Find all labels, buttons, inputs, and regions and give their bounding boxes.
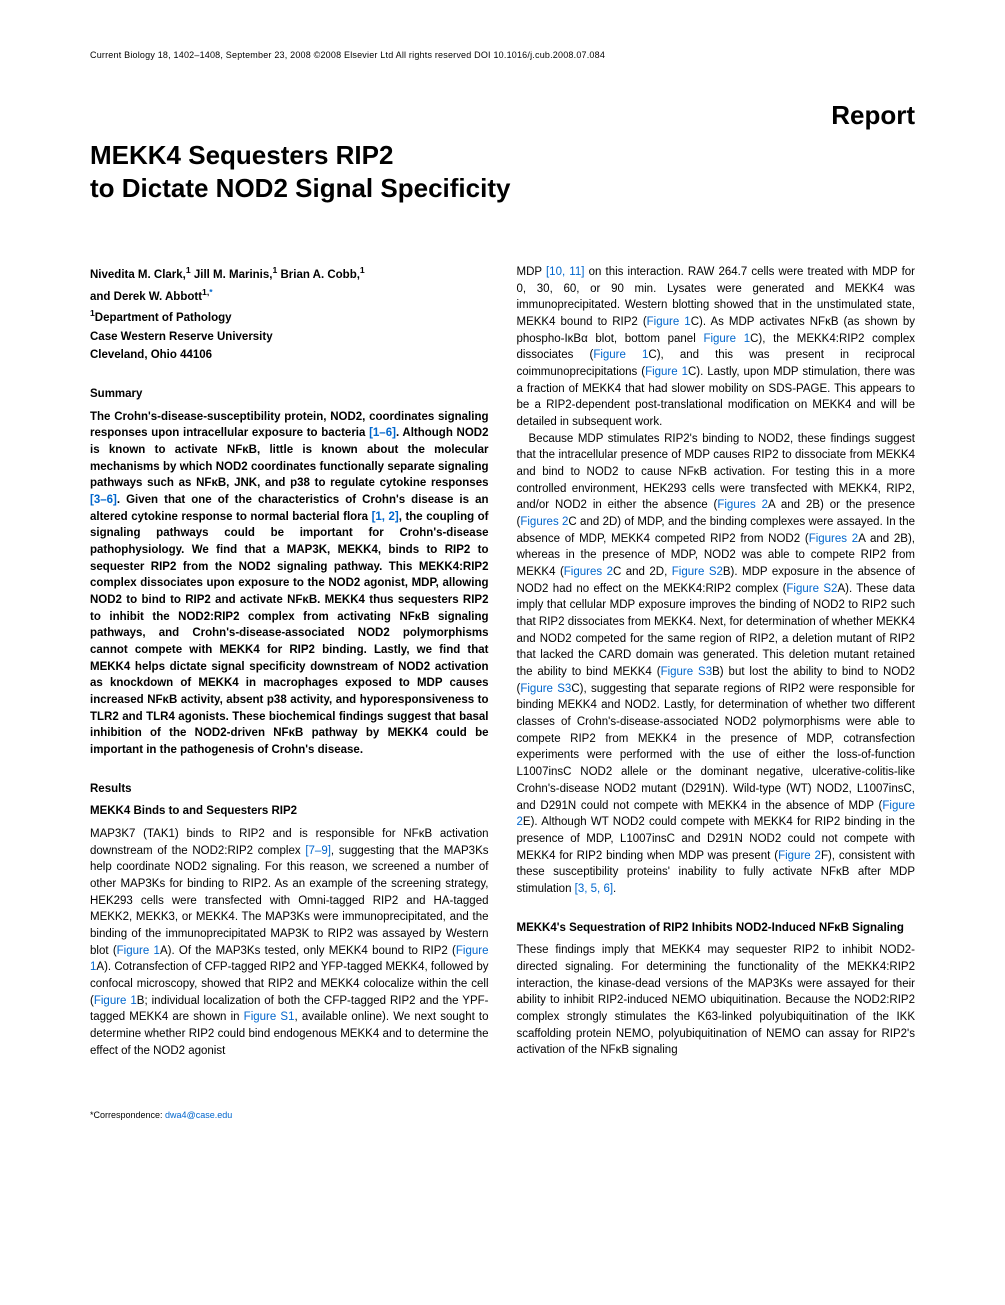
col2-paragraph-2: Because MDP stimulates RIP2's binding to… bbox=[517, 431, 916, 898]
figure-link[interactable]: Figures 2 bbox=[520, 516, 568, 528]
content-columns: Nivedita M. Clark,1 Jill M. Marinis,1 Br… bbox=[90, 264, 915, 1122]
figure-link[interactable]: Figure 1 bbox=[703, 333, 750, 345]
figure-link[interactable]: Figure S3 bbox=[661, 666, 713, 678]
affil-univ: Case Western Reserve University bbox=[90, 329, 489, 346]
body-text: MDP bbox=[517, 266, 546, 278]
corr-star-link[interactable]: * bbox=[209, 287, 212, 297]
figure-link[interactable]: Figure 1 bbox=[647, 316, 691, 328]
figure-link[interactable]: Figures 2 bbox=[717, 499, 768, 511]
corr-label: *Correspondence: bbox=[90, 1110, 165, 1120]
figure-link[interactable]: Figure S2 bbox=[672, 566, 723, 578]
body-text: A). Of the MAP3Ks tested, only MEKK4 bou… bbox=[160, 945, 456, 957]
figure-link[interactable]: Figure S3 bbox=[520, 683, 571, 695]
report-label: Report bbox=[90, 100, 915, 131]
authors: Nivedita M. Clark,1 Jill M. Marinis,1 Br… bbox=[90, 264, 489, 284]
body-text: C and 2D, bbox=[613, 566, 672, 578]
affiliation: 1Department of Pathology bbox=[90, 307, 489, 327]
figure-link[interactable]: Figure 2 bbox=[778, 850, 821, 862]
results-paragraph: MAP3K7 (TAK1) binds to RIP2 and is respo… bbox=[90, 826, 489, 1059]
figure-link[interactable]: Figure S1 bbox=[244, 1011, 295, 1023]
ref-link[interactable]: [3, 5, 6] bbox=[575, 883, 613, 895]
subsection-heading: MEKK4 Binds to and Sequesters RIP2 bbox=[90, 803, 489, 820]
corr-email-link[interactable]: dwa4@case.edu bbox=[165, 1110, 232, 1120]
title-line-2: to Dictate NOD2 Signal Specificity bbox=[90, 173, 510, 203]
article-title: MEKK4 Sequesters RIP2 to Dictate NOD2 Si… bbox=[90, 139, 915, 204]
figure-link[interactable]: Figure S2 bbox=[786, 583, 837, 595]
body-text: A). These data imply that cellular MDP e… bbox=[517, 583, 916, 678]
results-heading: Results bbox=[90, 781, 489, 798]
figure-link[interactable]: Figure 1 bbox=[593, 349, 648, 361]
subsection-heading-2: MEKK4's Sequestration of RIP2 Inhibits N… bbox=[517, 920, 916, 937]
ref-link[interactable]: [1, 2] bbox=[372, 511, 399, 523]
author-sup: 1 bbox=[360, 265, 365, 275]
author-2: Jill M. Marinis, bbox=[191, 269, 273, 281]
left-column: Nivedita M. Clark,1 Jill M. Marinis,1 Br… bbox=[90, 264, 489, 1122]
title-line-1: MEKK4 Sequesters RIP2 bbox=[90, 140, 393, 170]
author-1: Nivedita M. Clark, bbox=[90, 269, 186, 281]
col2-paragraph-1: MDP [10, 11] on this interaction. RAW 26… bbox=[517, 264, 916, 431]
journal-header: Current Biology 18, 1402–1408, September… bbox=[90, 50, 915, 60]
right-column: MDP [10, 11] on this interaction. RAW 26… bbox=[517, 264, 916, 1122]
figure-link[interactable]: Figures 2 bbox=[564, 566, 613, 578]
figure-link[interactable]: Figures 2 bbox=[809, 533, 859, 545]
correspondence: *Correspondence: dwa4@case.edu bbox=[90, 1109, 489, 1122]
author-4: and Derek W. Abbott bbox=[90, 290, 202, 302]
affil-dept: Department of Pathology bbox=[95, 312, 232, 324]
summary-heading: Summary bbox=[90, 386, 489, 403]
ref-link[interactable]: [10, 11] bbox=[546, 266, 584, 278]
body-text: . bbox=[613, 883, 616, 895]
figure-link[interactable]: Figure 1 bbox=[645, 366, 688, 378]
ref-link[interactable]: [3–6] bbox=[90, 494, 117, 506]
author-sup: 1,* bbox=[202, 287, 213, 297]
affil-city: Cleveland, Ohio 44106 bbox=[90, 347, 489, 364]
ref-link[interactable]: [7–9] bbox=[305, 845, 331, 857]
ref-link[interactable]: [1–6] bbox=[369, 427, 396, 439]
figure-link[interactable]: Figure 1 bbox=[94, 995, 137, 1007]
authors-line-2: and Derek W. Abbott1,* bbox=[90, 286, 489, 306]
body-text: These findings imply that MEKK4 may sequ… bbox=[517, 944, 916, 1056]
summary-paragraph: The Crohn's-disease-susceptibility prote… bbox=[90, 409, 489, 759]
figure-link[interactable]: Figure 1 bbox=[117, 945, 160, 957]
author-3: Brian A. Cobb, bbox=[277, 269, 360, 281]
body-text: C), suggesting that separate regions of … bbox=[517, 683, 916, 812]
body-text: , suggesting that the MAP3Ks help coordi… bbox=[90, 845, 489, 957]
col2-paragraph-3: These findings imply that MEKK4 may sequ… bbox=[517, 942, 916, 1059]
summary-text: , the coupling of signaling pathways cou… bbox=[90, 511, 489, 756]
